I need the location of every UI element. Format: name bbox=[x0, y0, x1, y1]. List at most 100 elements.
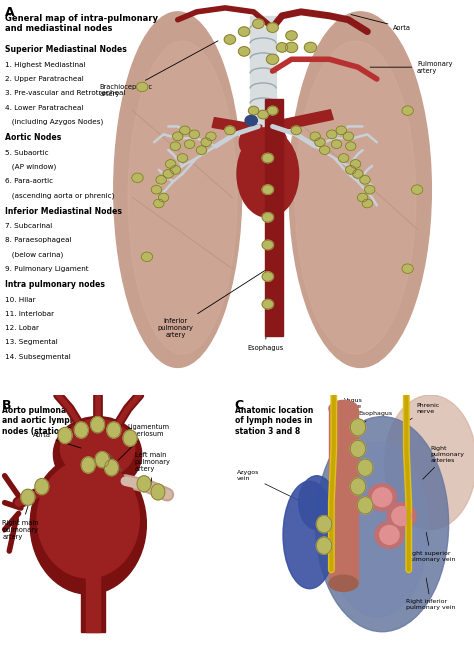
Text: Anatomic location
of lymph nodes in
station 3 and 8: Anatomic location of lymph nodes in stat… bbox=[235, 406, 313, 436]
Circle shape bbox=[262, 153, 273, 163]
Text: Superior Mediastinal Nodes: Superior Mediastinal Nodes bbox=[5, 45, 127, 54]
Ellipse shape bbox=[30, 454, 146, 594]
Circle shape bbox=[350, 419, 366, 436]
Text: 14. Subsegmental: 14. Subsegmental bbox=[5, 354, 71, 360]
Circle shape bbox=[245, 116, 257, 125]
Circle shape bbox=[248, 106, 259, 115]
Text: 13. Segmental: 13. Segmental bbox=[5, 339, 57, 345]
Text: Aorta: Aorta bbox=[351, 15, 411, 31]
Circle shape bbox=[304, 42, 317, 52]
Text: Left main
pulmonary
artery: Left main pulmonary artery bbox=[135, 452, 171, 485]
Ellipse shape bbox=[295, 41, 416, 354]
Ellipse shape bbox=[373, 488, 392, 507]
Circle shape bbox=[137, 82, 148, 92]
Text: Pulmonary
artery: Pulmonary artery bbox=[370, 60, 453, 74]
Circle shape bbox=[151, 484, 165, 500]
FancyArrow shape bbox=[273, 110, 333, 131]
Circle shape bbox=[238, 27, 250, 37]
Circle shape bbox=[331, 140, 342, 149]
Ellipse shape bbox=[239, 122, 287, 162]
Circle shape bbox=[238, 46, 250, 56]
Circle shape bbox=[365, 185, 375, 194]
Circle shape bbox=[353, 169, 363, 178]
Circle shape bbox=[58, 428, 72, 444]
Ellipse shape bbox=[380, 525, 399, 544]
Text: Right inferior
pulmonary vein: Right inferior pulmonary vein bbox=[406, 578, 456, 610]
Circle shape bbox=[35, 479, 49, 495]
Text: 11. Interlobar: 11. Interlobar bbox=[5, 311, 54, 317]
Text: 8. Paraesophageal: 8. Paraesophageal bbox=[5, 238, 71, 244]
Ellipse shape bbox=[327, 442, 428, 617]
Text: Aorto pulmonary
and aortic lymph
nodes (station 5,6): Aorto pulmonary and aortic lymph nodes (… bbox=[2, 406, 84, 436]
Ellipse shape bbox=[368, 484, 397, 511]
Text: Esophagus: Esophagus bbox=[358, 412, 392, 426]
Text: 1. Highest Mediastinal: 1. Highest Mediastinal bbox=[5, 62, 85, 68]
Text: 6. Para-aortic: 6. Para-aortic bbox=[5, 178, 53, 184]
Text: 2. Upper Paratracheal: 2. Upper Paratracheal bbox=[5, 76, 83, 82]
Circle shape bbox=[357, 193, 368, 202]
Circle shape bbox=[262, 299, 273, 309]
Circle shape bbox=[262, 212, 273, 222]
Text: Right main
pulmonary
artery: Right main pulmonary artery bbox=[2, 495, 39, 540]
Ellipse shape bbox=[329, 400, 358, 416]
Circle shape bbox=[350, 159, 361, 168]
Circle shape bbox=[411, 185, 423, 195]
Bar bbox=[82, 530, 104, 631]
Circle shape bbox=[170, 142, 181, 151]
Text: 3. Pre-vascular and Retrotracheal: 3. Pre-vascular and Retrotracheal bbox=[5, 90, 125, 96]
Circle shape bbox=[206, 132, 216, 141]
Circle shape bbox=[338, 153, 349, 163]
Circle shape bbox=[258, 110, 268, 119]
Circle shape bbox=[196, 146, 207, 155]
Circle shape bbox=[285, 42, 298, 52]
Text: (including Azygos Nodes): (including Azygos Nodes) bbox=[5, 119, 103, 125]
Circle shape bbox=[360, 175, 370, 184]
Text: Esophagus: Esophagus bbox=[247, 295, 283, 351]
Circle shape bbox=[402, 264, 413, 274]
Circle shape bbox=[276, 42, 288, 52]
Circle shape bbox=[350, 478, 366, 495]
Circle shape bbox=[91, 416, 104, 433]
Circle shape bbox=[267, 23, 278, 33]
Circle shape bbox=[357, 497, 373, 514]
Text: C: C bbox=[235, 399, 244, 412]
Circle shape bbox=[319, 146, 330, 155]
Ellipse shape bbox=[54, 416, 142, 492]
Circle shape bbox=[224, 35, 236, 44]
Circle shape bbox=[189, 130, 200, 139]
Circle shape bbox=[177, 153, 188, 163]
Ellipse shape bbox=[329, 575, 358, 592]
Text: 12. Lobar: 12. Lobar bbox=[5, 325, 39, 331]
Circle shape bbox=[262, 272, 273, 282]
Circle shape bbox=[336, 126, 346, 135]
Circle shape bbox=[402, 106, 413, 116]
Text: A: A bbox=[5, 6, 14, 19]
Circle shape bbox=[346, 165, 356, 174]
Text: Aorta: Aorta bbox=[33, 432, 81, 448]
Text: 9. Pulmonary Ligament: 9. Pulmonary Ligament bbox=[5, 266, 88, 272]
Ellipse shape bbox=[316, 416, 448, 631]
Circle shape bbox=[173, 132, 183, 141]
Text: Ligamentum
arteriosum: Ligamentum arteriosum bbox=[118, 424, 170, 460]
Ellipse shape bbox=[289, 12, 431, 367]
Ellipse shape bbox=[237, 130, 299, 217]
Circle shape bbox=[95, 452, 109, 467]
Circle shape bbox=[225, 126, 235, 135]
Circle shape bbox=[267, 106, 278, 115]
Circle shape bbox=[165, 159, 176, 168]
Text: 4. Lower Paratracheal: 4. Lower Paratracheal bbox=[5, 105, 83, 111]
Text: Aortic Nodes: Aortic Nodes bbox=[5, 133, 61, 142]
Circle shape bbox=[362, 199, 373, 208]
Circle shape bbox=[180, 126, 190, 135]
Text: Inferior Mediastinal Nodes: Inferior Mediastinal Nodes bbox=[5, 207, 122, 216]
Text: B: B bbox=[2, 399, 12, 412]
Bar bbox=[265, 99, 283, 336]
Circle shape bbox=[262, 185, 273, 195]
Ellipse shape bbox=[283, 481, 336, 589]
Circle shape bbox=[104, 459, 118, 475]
Ellipse shape bbox=[37, 459, 139, 578]
Circle shape bbox=[158, 193, 169, 202]
Circle shape bbox=[291, 126, 301, 135]
Bar bbox=[329, 408, 358, 583]
Text: Inferior
pulmonary
artery: Inferior pulmonary artery bbox=[157, 270, 265, 338]
